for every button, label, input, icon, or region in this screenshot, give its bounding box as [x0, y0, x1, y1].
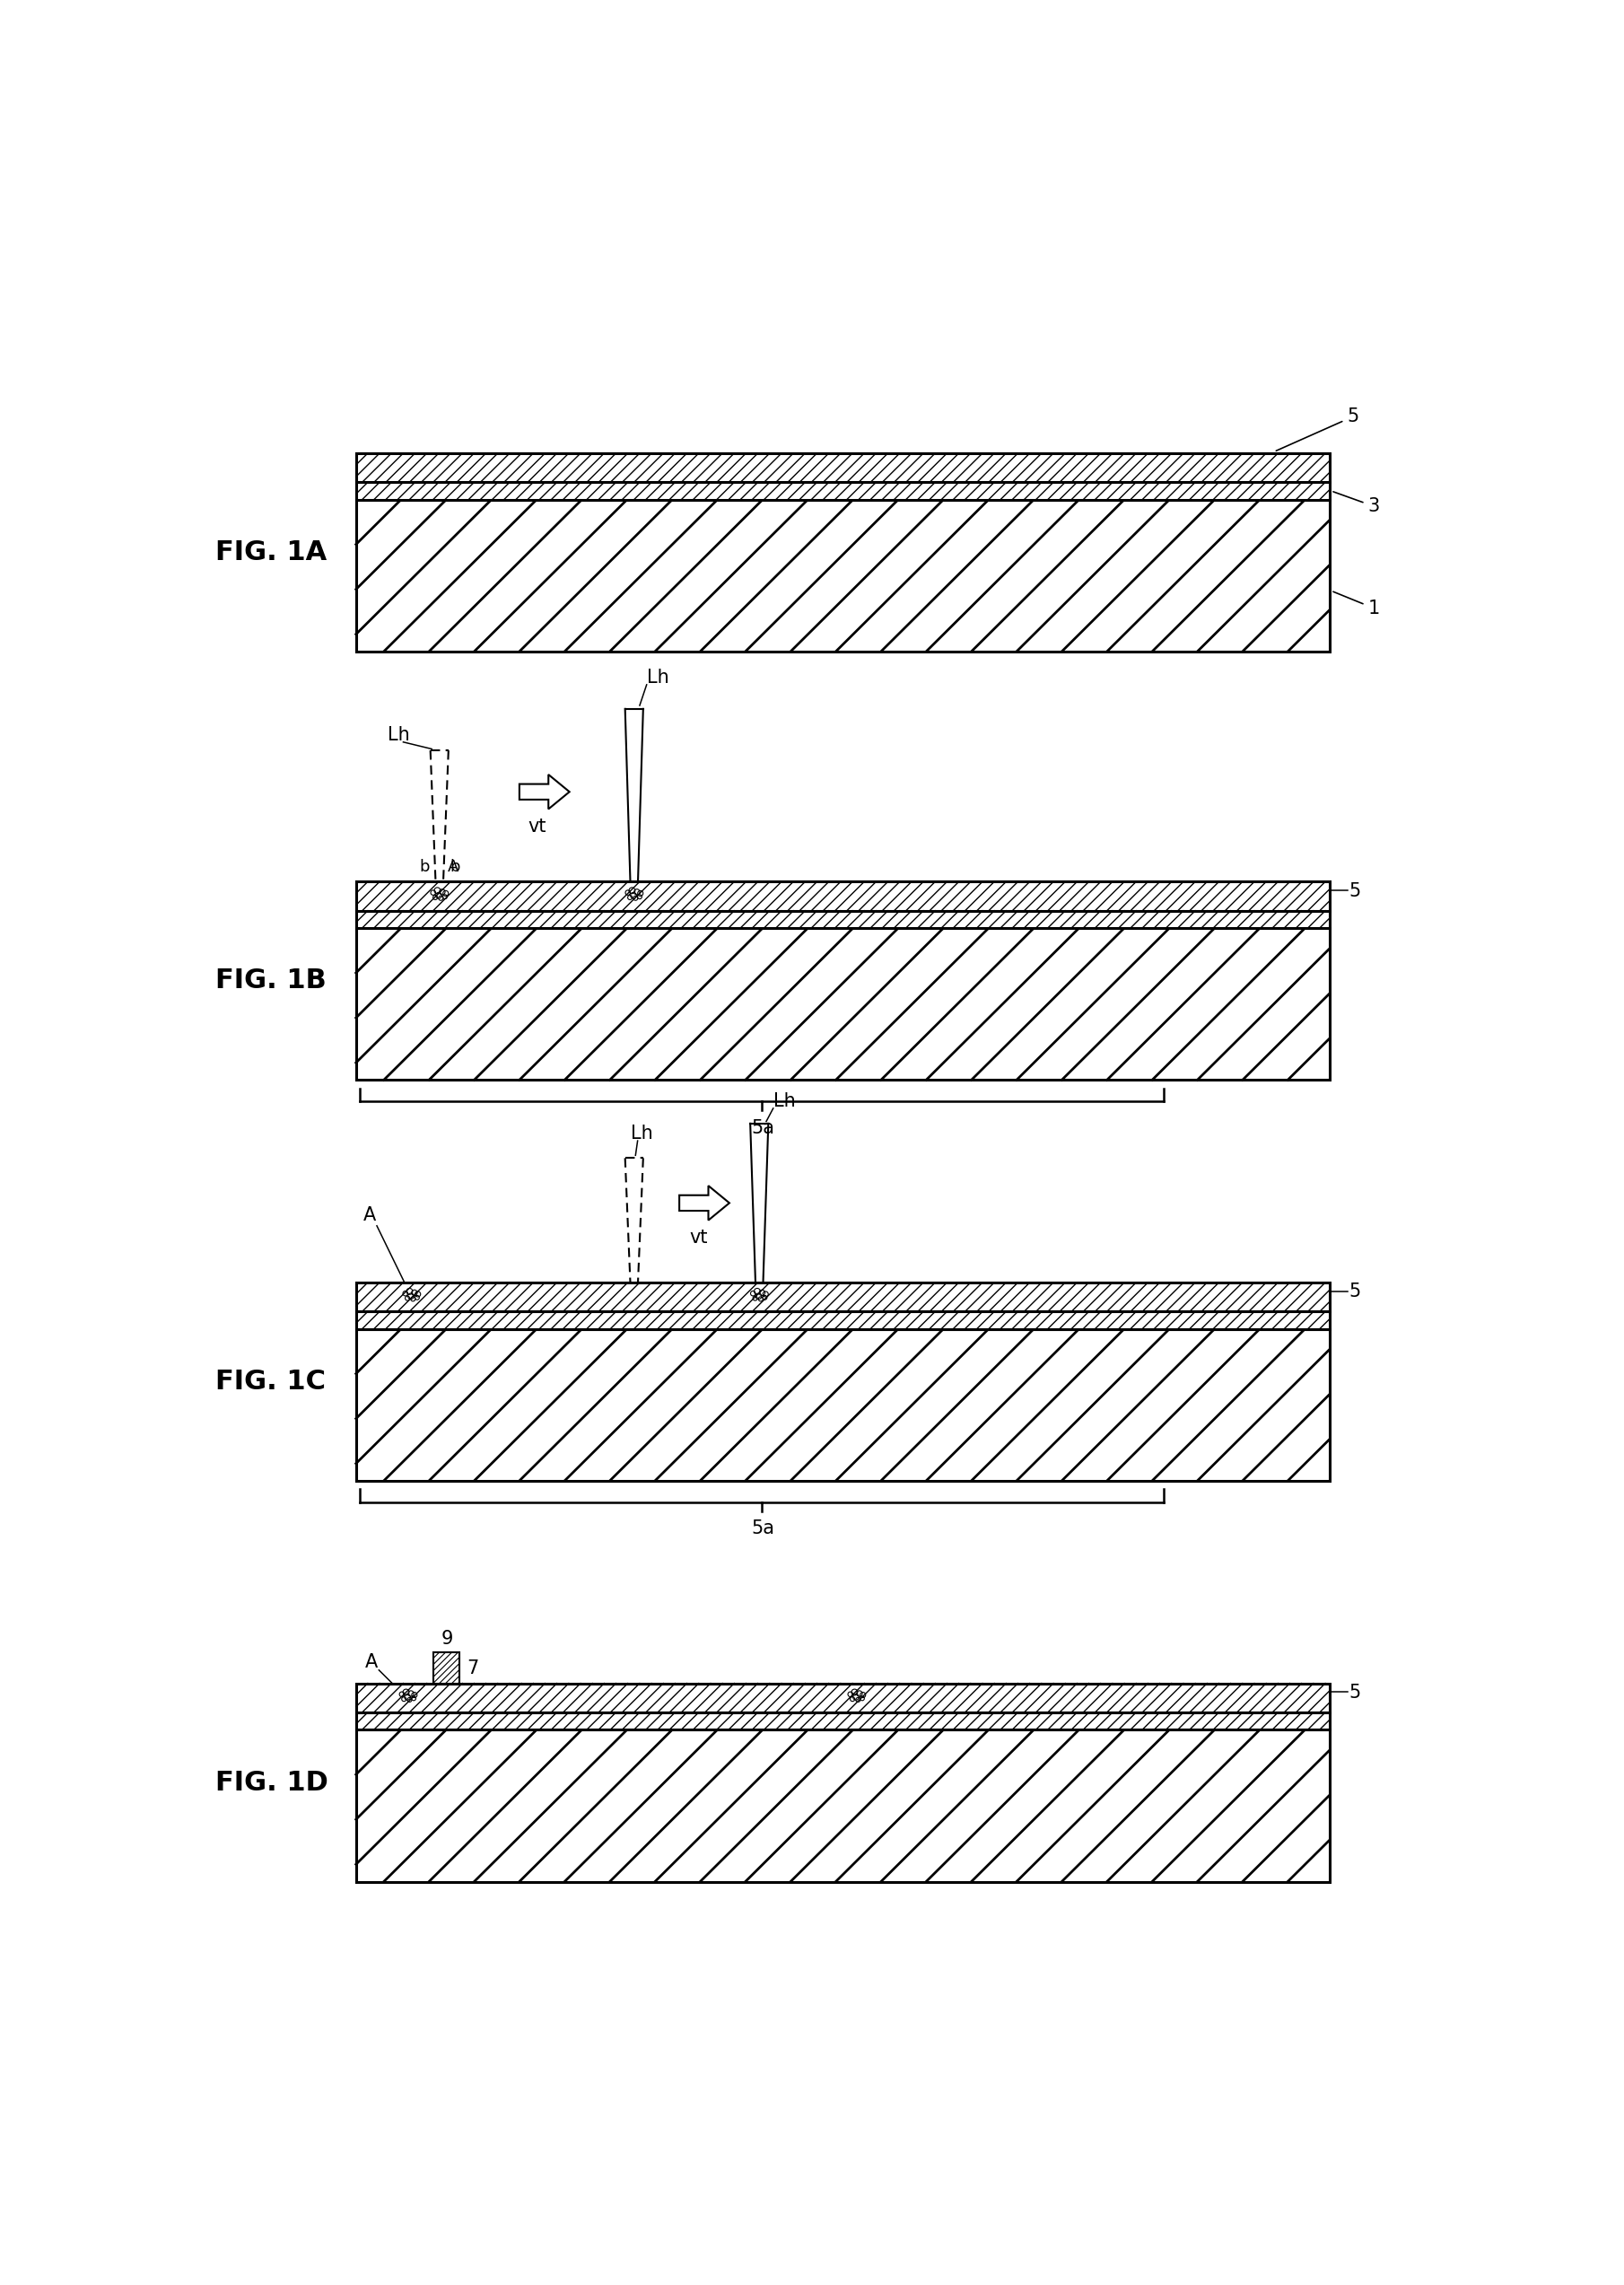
Text: 5: 5 — [1350, 1282, 1361, 1300]
Text: 7: 7 — [466, 1659, 479, 1677]
Text: FIG. 1A: FIG. 1A — [216, 539, 326, 564]
Text: Lh: Lh — [630, 1124, 653, 1142]
Text: 1: 1 — [1333, 592, 1380, 617]
Text: Lh: Lh — [387, 727, 409, 743]
Bar — [356, 1711, 1330, 1730]
Text: FIG. 1D: FIG. 1D — [216, 1769, 328, 1796]
Text: b: b — [450, 859, 460, 875]
Text: 9: 9 — [440, 1629, 453, 1647]
Text: 5: 5 — [1350, 882, 1361, 900]
Text: A: A — [365, 1652, 378, 1670]
Bar — [434, 1652, 460, 1684]
Text: vt: vt — [690, 1229, 708, 1248]
Bar — [356, 1312, 1330, 1330]
Text: 5: 5 — [1350, 1684, 1361, 1702]
Text: 3: 3 — [1333, 491, 1380, 514]
Bar — [356, 1684, 1330, 1711]
Text: b: b — [419, 859, 429, 875]
Bar — [356, 452, 1330, 482]
Bar — [356, 1330, 1330, 1481]
Text: FIG. 1C: FIG. 1C — [216, 1369, 326, 1394]
Bar — [356, 882, 1330, 912]
Bar — [356, 928, 1330, 1081]
Bar — [356, 500, 1330, 651]
Text: Lh: Lh — [646, 667, 669, 686]
Text: Lh: Lh — [773, 1092, 796, 1111]
Bar — [356, 1282, 1330, 1312]
Text: vt: vt — [528, 818, 546, 836]
Text: 5a: 5a — [752, 1520, 775, 1538]
Text: 5: 5 — [1276, 407, 1359, 450]
Text: 5a: 5a — [752, 1120, 775, 1136]
Text: FIG. 1B: FIG. 1B — [216, 969, 326, 994]
Text: A: A — [362, 1206, 375, 1225]
Polygon shape — [520, 775, 570, 809]
Bar — [356, 482, 1330, 500]
Text: A: A — [448, 859, 460, 875]
Bar — [356, 912, 1330, 928]
Polygon shape — [679, 1186, 729, 1220]
Bar — [356, 1730, 1330, 1881]
